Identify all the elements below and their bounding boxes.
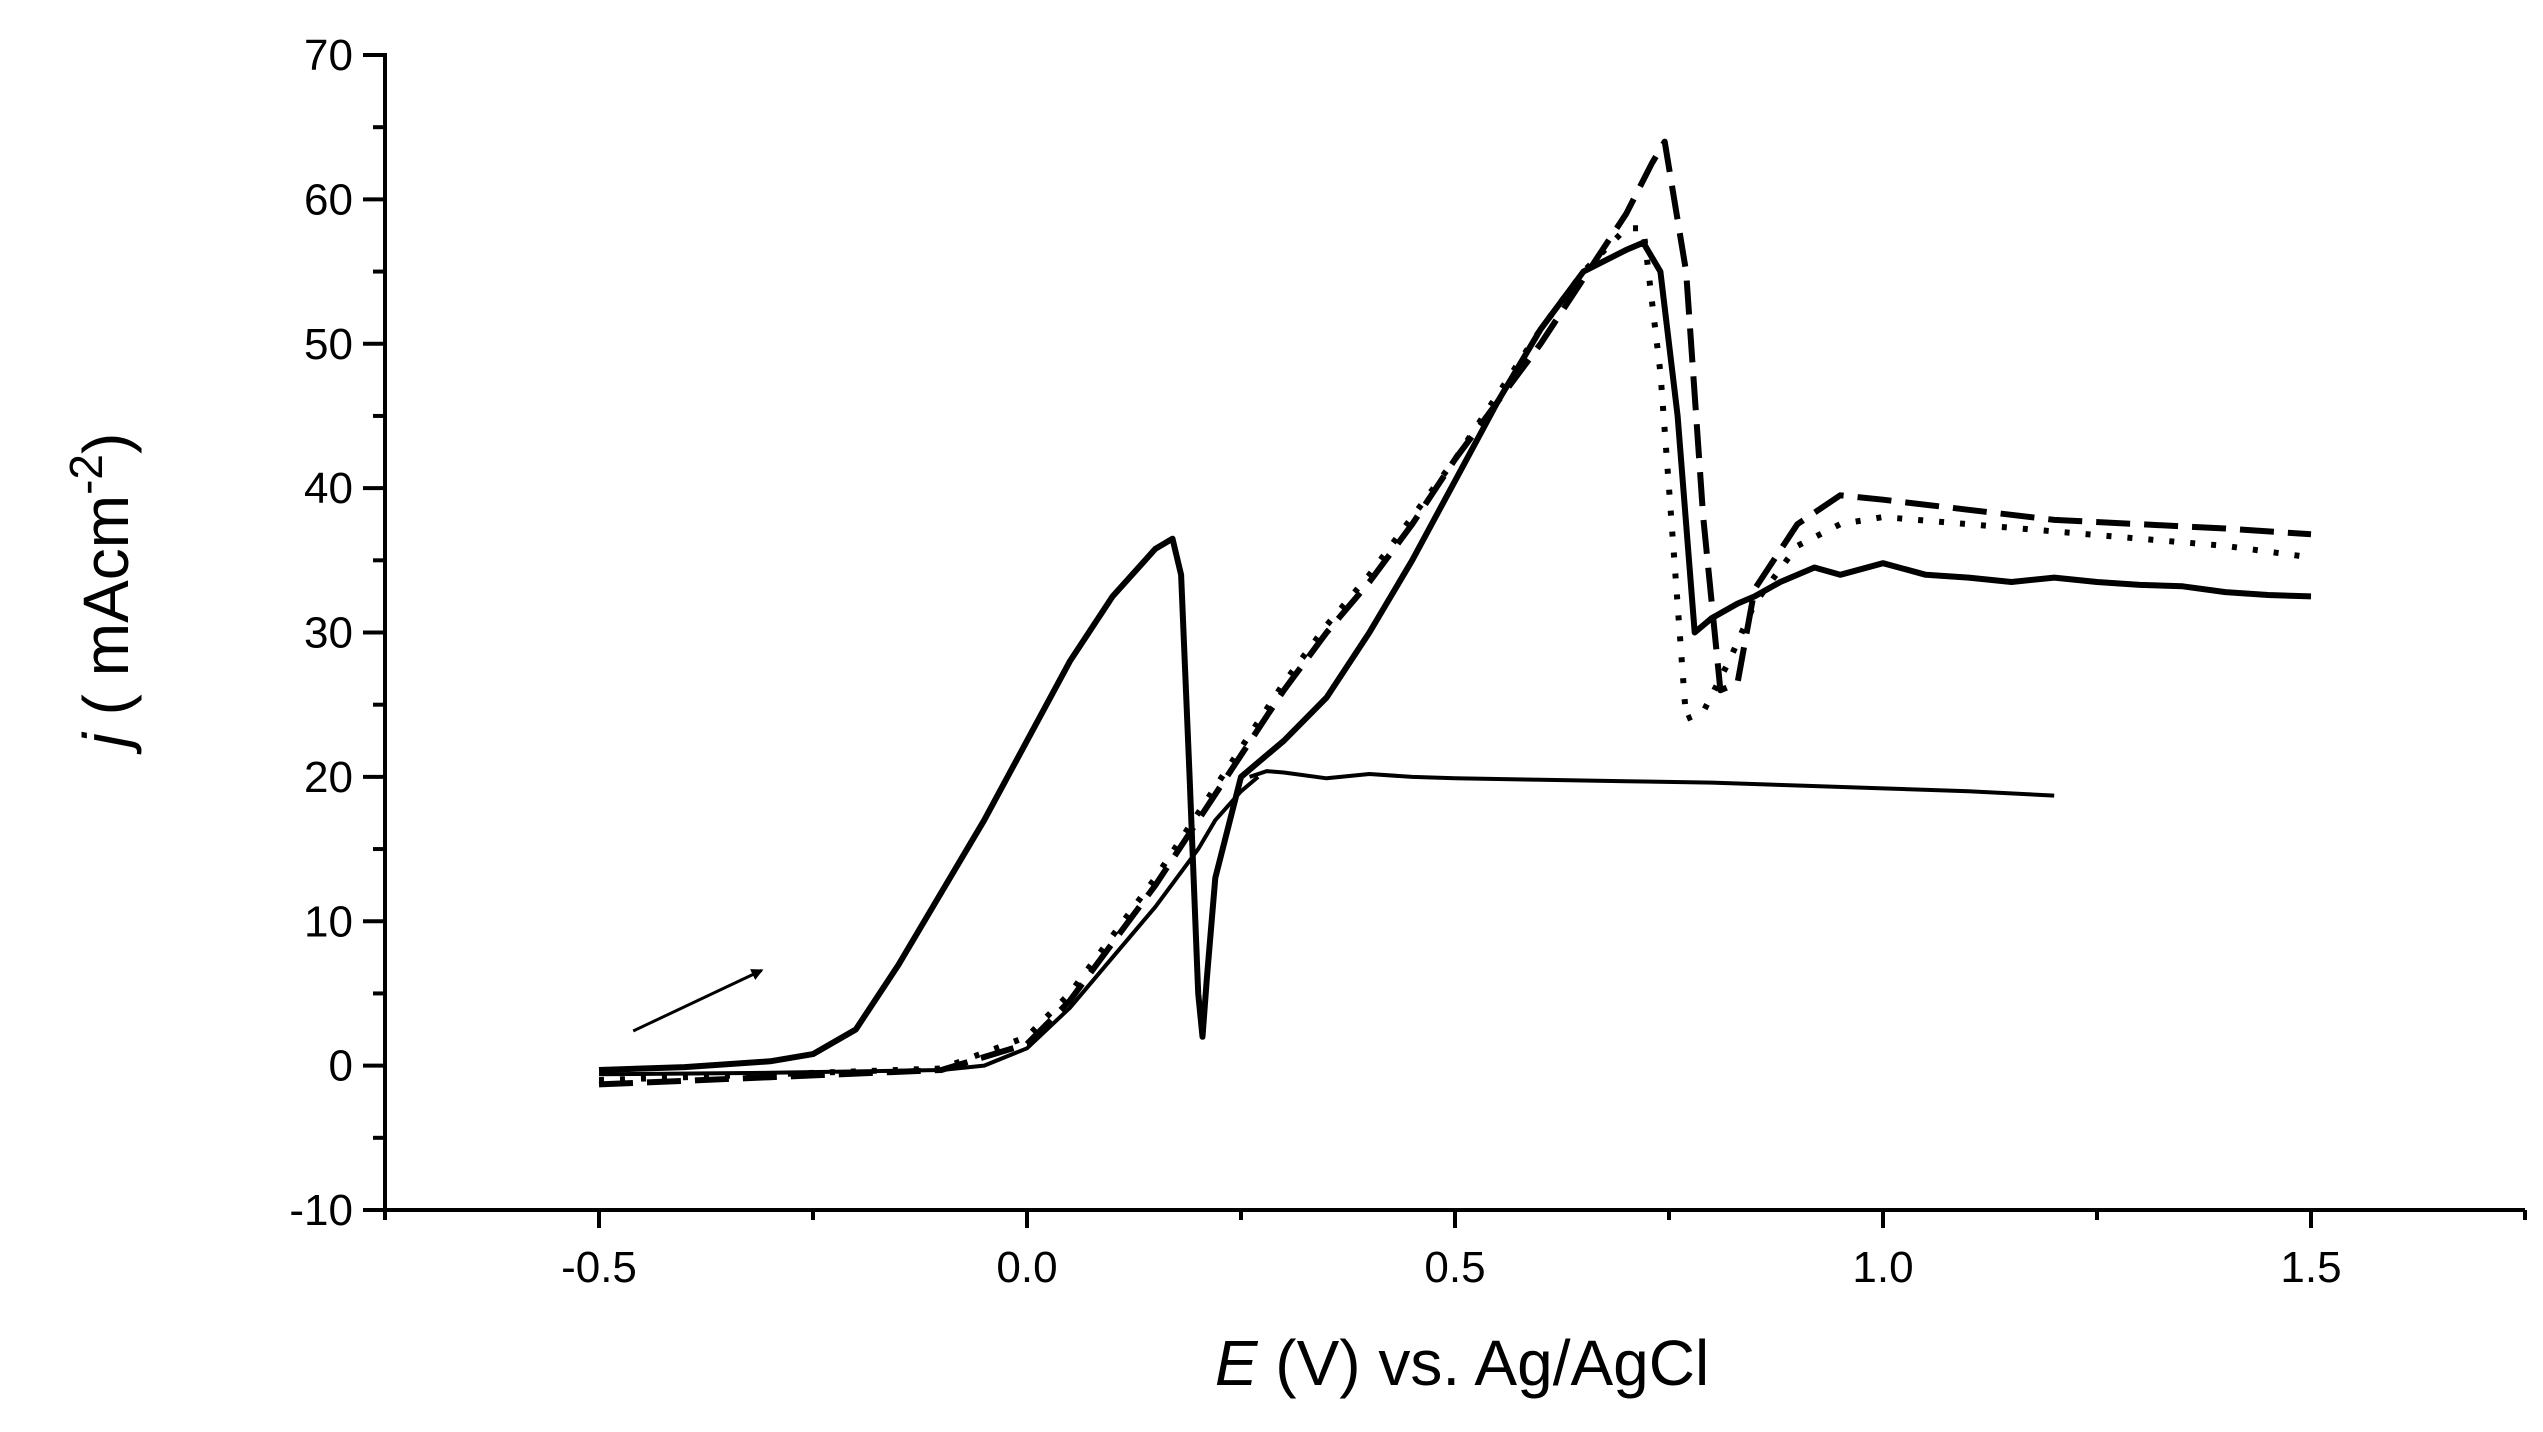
y-tick-label: 20 <box>304 753 353 802</box>
y-axis-title: j ( mAcm-2) <box>60 433 142 756</box>
series-line-solid-reverse <box>1248 769 2055 798</box>
y-axis-title-symbol: j <box>70 731 142 755</box>
y-axis-title-text: ( mAcm <box>70 495 142 733</box>
y-axis-title-close: ) <box>70 433 142 454</box>
x-ticks: -0.5 0.0 0.5 1.0 1.5 <box>383 1210 2527 1292</box>
x-axis-title: E (V) vs. Ag/AgCl <box>1215 1327 1709 1399</box>
series-layer <box>598 138 2312 1088</box>
y-tick-label: 0 <box>329 1042 353 1091</box>
y-tick-label: 40 <box>304 464 353 513</box>
y-ticks: -10 0 10 20 30 40 50 60 70 <box>289 31 385 1235</box>
x-tick-label: 1.0 <box>1852 1243 1913 1292</box>
y-tick-label: 50 <box>304 320 353 369</box>
x-tick-label: 0.5 <box>1424 1243 1485 1292</box>
series-line-solid-lower <box>598 775 1260 1077</box>
x-axis-title-symbol: E <box>1215 1327 1259 1399</box>
series-line-solid-forward <box>598 239 2312 1073</box>
series-line-dotted <box>598 225 2312 1084</box>
x-tick-label: 0.0 <box>996 1243 1057 1292</box>
axes: -10 0 10 20 30 40 50 60 70 -0.5 0.0 0.5 1.0 1.5 <box>289 31 2527 1292</box>
y-axis-title-superscript: -2 <box>60 454 112 495</box>
y-tick-label: 10 <box>304 897 353 946</box>
y-tick-label: -10 <box>289 1186 353 1235</box>
y-tick-label: 30 <box>304 609 353 658</box>
x-tick-label: 1.5 <box>2280 1243 2341 1292</box>
x-tick-label: -0.5 <box>561 1243 637 1292</box>
scan-direction-arrow <box>632 968 764 1033</box>
x-axis-title-text: (V) vs. Ag/AgCl <box>1258 1327 1710 1399</box>
series-line-dashed <box>598 138 2312 1088</box>
y-tick-label: 70 <box>304 31 353 80</box>
y-tick-label: 60 <box>304 175 353 224</box>
